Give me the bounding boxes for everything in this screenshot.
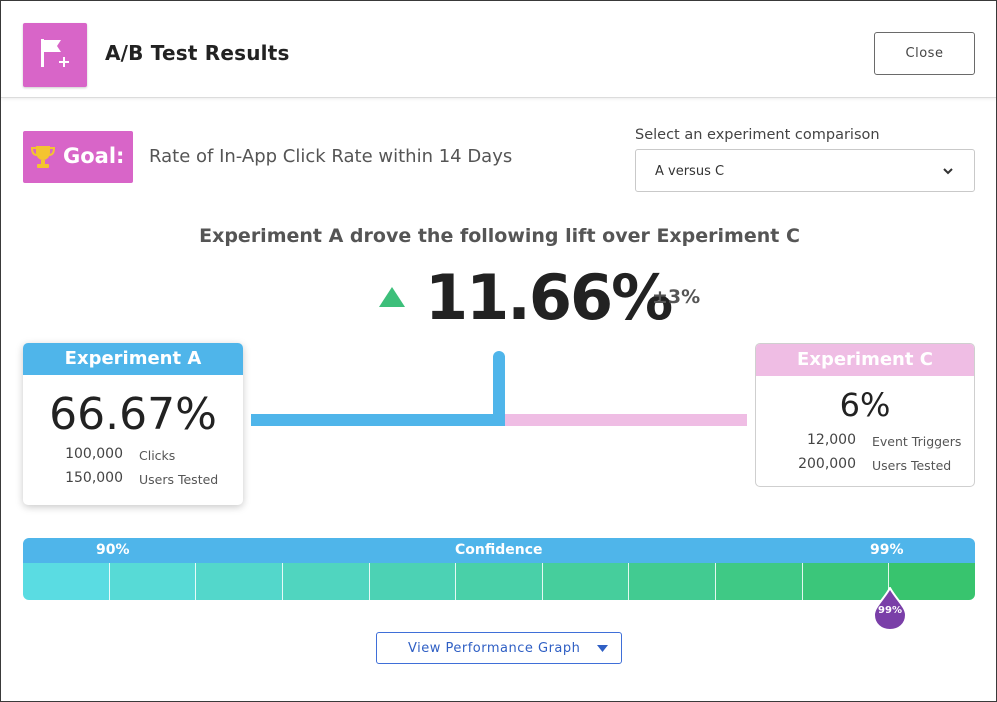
confidence-header: 90% Confidence 99% — [23, 538, 975, 563]
confidence-segment — [802, 563, 890, 600]
triangle-up-icon — [379, 287, 405, 307]
confidence-segment — [109, 563, 197, 600]
confidence-segment — [196, 563, 283, 600]
confidence-bar — [23, 563, 975, 600]
confidence-low-label: 90% — [96, 542, 130, 558]
trophy-icon — [30, 146, 56, 168]
goal-badge: Goal: — [23, 131, 133, 183]
stat-value: 12,000 — [807, 432, 856, 448]
comparison-select-label: Select an experiment comparison — [635, 127, 880, 143]
view-performance-graph-label: View Performance Graph — [408, 641, 581, 656]
stat-label: Event Triggers — [872, 434, 962, 449]
view-performance-graph-button[interactable]: View Performance Graph — [376, 632, 622, 664]
confidence-segment — [282, 563, 370, 600]
stat-value: 150,000 — [65, 470, 123, 486]
caret-down-icon — [597, 645, 608, 652]
confidence-segment — [456, 563, 543, 600]
lift-value: 11.66% — [425, 261, 673, 334]
experiment-c-stat: 200,000 Users Tested — [756, 456, 974, 480]
stat-label: Users Tested — [872, 458, 952, 473]
page-title: A/B Test Results — [105, 41, 290, 65]
confidence-segment — [629, 563, 717, 600]
dialog-header: A/B Test Results Close — [1, 1, 996, 98]
experiment-c-rate: 6% — [839, 386, 891, 424]
goal-text: Rate of In-App Click Rate within 14 Days — [149, 146, 513, 167]
confidence-segment — [369, 563, 457, 600]
comparison-select[interactable]: A versus C — [635, 149, 975, 192]
connector-lift-stem — [493, 351, 505, 426]
flag-plus-icon — [23, 23, 87, 87]
confidence-segment — [716, 563, 803, 600]
experiment-c-card: Experiment C 6% 12,000 Event Triggers 20… — [755, 343, 975, 487]
confidence-marker-icon[interactable] — [872, 587, 908, 631]
stat-label: Users Tested — [139, 472, 219, 487]
lift-headline: Experiment A drove the following lift ov… — [199, 225, 800, 247]
connector-c — [505, 414, 747, 426]
experiment-a-stat: 150,000 Users Tested — [23, 470, 243, 494]
experiment-c-title: Experiment C — [756, 344, 974, 376]
comparison-select-value: A versus C — [655, 164, 725, 179]
experiment-a-rate: 66.67% — [49, 389, 217, 440]
close-button[interactable]: Close — [874, 32, 975, 75]
stat-value: 200,000 — [798, 456, 856, 472]
stat-label: Clicks — [139, 448, 176, 463]
confidence-marker-label: 99% — [878, 605, 902, 616]
experiment-a-title: Experiment A — [23, 343, 243, 375]
confidence-segment — [542, 563, 630, 600]
confidence-segment — [23, 563, 110, 600]
connector-a — [251, 414, 506, 426]
chevron-down-icon — [943, 168, 953, 175]
experiment-a-stat: 100,000 Clicks — [23, 446, 243, 470]
stat-value: 100,000 — [65, 446, 123, 462]
confidence-segment — [889, 563, 975, 600]
confidence-title: Confidence — [455, 542, 543, 558]
goal-badge-label: Goal: — [63, 144, 125, 168]
confidence-high-label: 99% — [870, 542, 904, 558]
experiment-c-stat: 12,000 Event Triggers — [756, 432, 974, 456]
experiment-a-card: Experiment A 66.67% 100,000 Clicks 150,0… — [23, 343, 243, 505]
lift-margin: ±3% — [652, 286, 701, 308]
